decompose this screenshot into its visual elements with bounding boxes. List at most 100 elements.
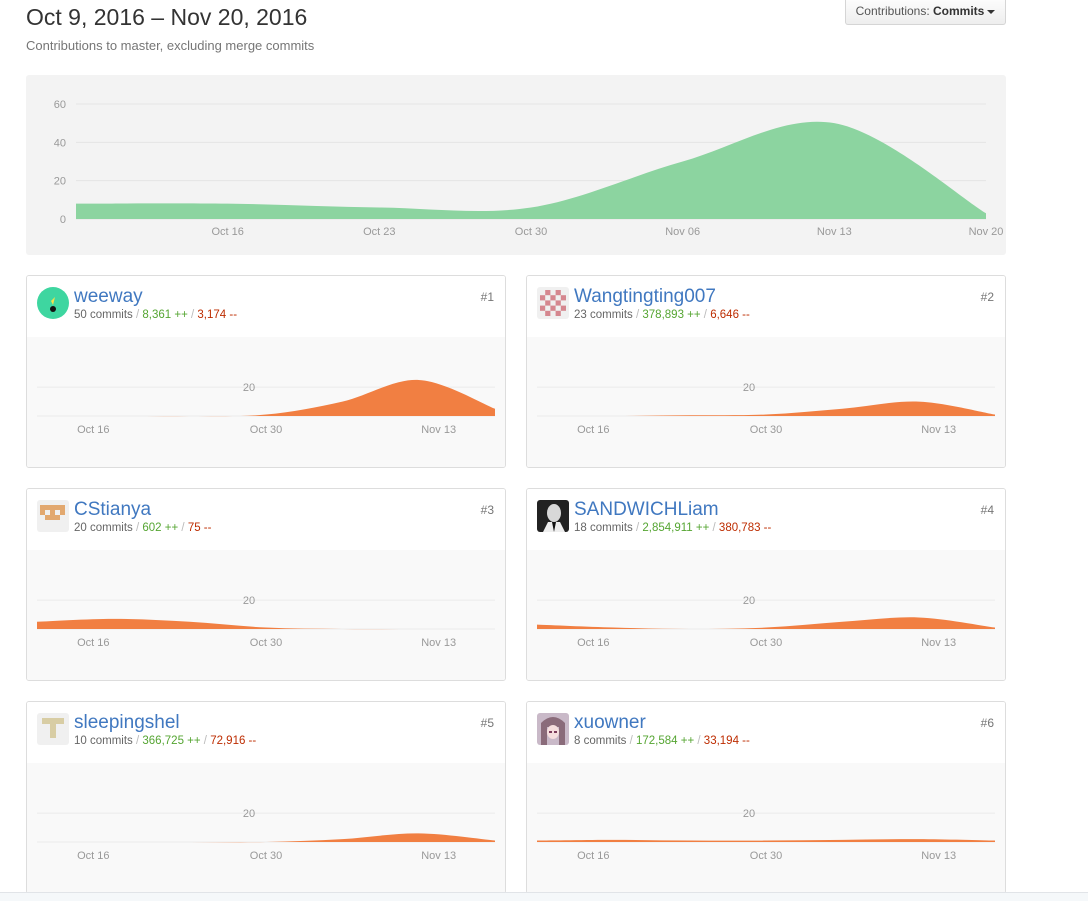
commit-count: 18 commits — [574, 522, 633, 534]
commit-count: 20 commits — [74, 522, 133, 534]
main-contributions-graph: 0 20 40 60 Oct 16 Oct 23 Oct 30 Nov 06 Nov 13 Nov… — [26, 75, 1006, 255]
x-tick-label: Oct 16 — [577, 424, 609, 436]
avatar[interactable] — [537, 287, 569, 319]
commit-count: 23 commits — [574, 309, 633, 321]
additions-count: 366,725 ++ — [142, 735, 201, 747]
y-tick-label: 60 — [54, 99, 66, 111]
contributor-name-link[interactable]: xuowner — [574, 712, 646, 733]
contributor-chart-svg: 20 Oct 16 Oct 30 Nov 13 — [537, 808, 995, 862]
contributor-name-link[interactable]: CStianya — [74, 499, 152, 520]
separator: / — [178, 522, 188, 534]
commits-area — [76, 121, 986, 219]
additions-count: 172,584 ++ — [636, 735, 695, 747]
x-tick-label: Oct 16 — [577, 850, 609, 862]
y-tick-label: 20 — [743, 808, 755, 820]
page-subtitle: Contributions to master, excluding merge… — [26, 38, 315, 53]
y-tick-label: 20 — [243, 595, 255, 607]
commit-count: 10 commits — [74, 735, 133, 747]
x-tick-label: Nov 13 — [921, 424, 956, 436]
avatar[interactable] — [537, 713, 569, 745]
deletions-count: 6,646 -- — [710, 309, 750, 321]
separator: / — [200, 735, 211, 747]
contributor-card-header: SANDWICHLiam 18 commits / 2,854,911 ++ / … — [527, 489, 1005, 551]
x-tick-label: Oct 16 — [77, 850, 109, 862]
y-tick-label: 20 — [54, 176, 66, 188]
contributor-card-header: CStianya 20 commits / 602 ++ / 75 -- #3 — [27, 489, 505, 551]
main-chart-svg: 0 20 40 60 Oct 16 Oct 23 Oct 30 Nov 06 Nov 13 Nov… — [54, 99, 1004, 238]
contributor-chart-svg: 20 Oct 16 Oct 30 Nov 13 — [37, 595, 495, 649]
x-tick-label: Oct 30 — [250, 850, 282, 862]
x-tick-label: Oct 30 — [750, 637, 782, 649]
contributor-graph: 20 Oct 16 Oct 30 Nov 13 — [27, 763, 505, 893]
contributor-stats: 50 commits / 8,361 ++ / 3,174 -- — [74, 309, 237, 321]
contributor-card: weeway 50 commits / 8,361 ++ / 3,174 -- #1… — [26, 275, 506, 468]
contributor-rank: #6 — [980, 716, 994, 730]
contributor-graph: 20 Oct 16 Oct 30 Nov 13 — [527, 337, 1005, 467]
additions-count: 602 ++ — [142, 522, 179, 534]
separator: / — [132, 522, 143, 534]
contributions-type-select[interactable]: Contributions: Commits — [845, 0, 1006, 25]
contributor-rank: #5 — [480, 716, 494, 730]
avatar[interactable] — [37, 287, 69, 319]
y-tick-label: 20 — [743, 382, 755, 394]
select-prefix: Contributions: — [855, 4, 934, 18]
separator: / — [187, 309, 198, 321]
x-tick-label: Oct 30 — [250, 424, 282, 436]
x-tick-label: Nov 13 — [817, 226, 852, 238]
separator: / — [700, 309, 711, 321]
contributor-name-link[interactable]: sleepingshel — [74, 712, 180, 733]
contributor-chart-svg: 20 Oct 16 Oct 30 Nov 13 — [37, 808, 495, 862]
x-tick-label: Nov 13 — [921, 637, 956, 649]
contributor-card: Wangtingting007 23 commits / 378,893 ++ /… — [526, 275, 1006, 468]
separator: / — [132, 309, 143, 321]
contributor-commits-area — [37, 833, 495, 843]
contributor-commits-area — [537, 839, 995, 842]
deletions-count: 75 -- — [187, 522, 212, 534]
select-value: Commits — [933, 4, 985, 18]
contributor-card-header: weeway 50 commits / 8,361 ++ / 3,174 -- #1 — [27, 276, 505, 338]
contributor-card: sleepingshel 10 commits / 366,725 ++ / 72… — [26, 701, 506, 894]
x-tick-label: Oct 30 — [750, 850, 782, 862]
contributor-rank: #2 — [980, 290, 994, 304]
contributor-name-link[interactable]: Wangtingting007 — [574, 286, 716, 307]
x-tick-label: Nov 06 — [665, 226, 700, 238]
contributor-graph: 20 Oct 16 Oct 30 Nov 13 — [27, 550, 505, 680]
avatar[interactable] — [537, 500, 569, 532]
page-title: Oct 9, 2016 – Nov 20, 2016 — [26, 4, 308, 30]
contributor-commits-area — [37, 379, 495, 417]
deletions-count: 72,916 -- — [210, 735, 257, 747]
y-tick-label: 0 — [60, 214, 66, 226]
contributor-chart-svg: 20 Oct 16 Oct 30 Nov 13 — [537, 595, 995, 649]
x-tick-label: Oct 16 — [77, 637, 109, 649]
contributor-card-header: Wangtingting007 23 commits / 378,893 ++ /… — [527, 276, 1005, 338]
x-tick-label: Oct 30 — [750, 424, 782, 436]
x-tick-label: Oct 30 — [250, 637, 282, 649]
contributor-stats: 20 commits / 602 ++ / 75 -- — [74, 522, 211, 534]
contributor-card: SANDWICHLiam 18 commits / 2,854,911 ++ / … — [526, 488, 1006, 681]
caret-down-icon — [987, 9, 996, 14]
contributor-rank: #3 — [480, 503, 494, 517]
avatar[interactable] — [37, 713, 69, 745]
x-tick-label: Oct 23 — [363, 226, 395, 238]
additions-count: 8,361 ++ — [142, 309, 188, 321]
contributor-commits-area — [537, 617, 995, 629]
contributor-chart-svg: 20 Oct 16 Oct 30 Nov 13 — [537, 382, 995, 436]
commit-count: 50 commits — [74, 309, 133, 321]
deletions-count: 33,194 -- — [703, 735, 750, 747]
contributor-name-link[interactable]: SANDWICHLiam — [574, 499, 719, 520]
contributor-card-header: sleepingshel 10 commits / 366,725 ++ / 72… — [27, 702, 505, 764]
contributor-card: CStianya 20 commits / 602 ++ / 75 -- #3 20 O… — [26, 488, 506, 681]
contributor-chart-svg: 20 Oct 16 Oct 30 Nov 13 — [37, 379, 495, 436]
contributor-stats: 10 commits / 366,725 ++ / 72,916 -- — [74, 735, 256, 747]
x-tick-label: Nov 13 — [421, 424, 456, 436]
deletions-count: 3,174 -- — [197, 309, 238, 321]
y-tick-label: 20 — [243, 808, 255, 820]
contributor-graph: 20 Oct 16 Oct 30 Nov 13 — [27, 337, 505, 467]
avatar[interactable] — [37, 500, 69, 532]
separator: / — [632, 309, 643, 321]
contributor-graph: 20 Oct 16 Oct 30 Nov 13 — [527, 763, 1005, 893]
separator: / — [132, 735, 143, 747]
contributor-name-link[interactable]: weeway — [74, 286, 143, 307]
x-tick-label: Nov 13 — [421, 850, 456, 862]
contributor-graph: 20 Oct 16 Oct 30 Nov 13 — [527, 550, 1005, 680]
